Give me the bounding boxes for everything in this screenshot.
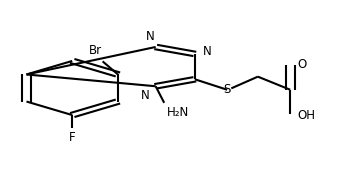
- Text: OH: OH: [298, 109, 316, 122]
- Text: H₂N: H₂N: [167, 106, 189, 119]
- Text: N: N: [146, 30, 155, 43]
- Text: N: N: [203, 45, 212, 58]
- Text: N: N: [141, 89, 149, 102]
- Text: S: S: [224, 83, 231, 96]
- Text: O: O: [298, 58, 307, 71]
- Text: F: F: [69, 131, 76, 144]
- Text: Br: Br: [89, 44, 102, 57]
